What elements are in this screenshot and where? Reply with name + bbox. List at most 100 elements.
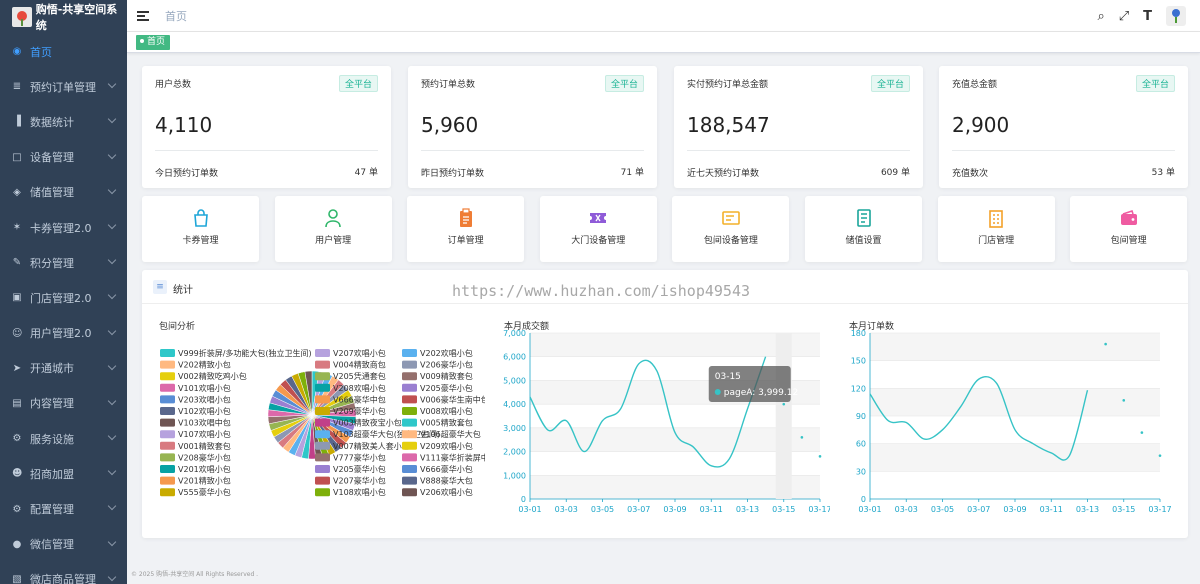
sidebar-item-9[interactable]: ➤ 开通城市 <box>0 351 127 386</box>
sidebar-item-6[interactable]: ✎ 积分管理 <box>0 245 127 280</box>
y-tick-label: 2,000 <box>503 448 526 457</box>
legend-label: V666豪华中包 <box>333 394 386 404</box>
legend-swatch <box>315 383 330 392</box>
x-tick-label: 03-17 <box>1148 505 1171 514</box>
legend-swatch <box>402 418 417 427</box>
sidebar-item-10[interactable]: ▤ 内容管理 <box>0 386 127 421</box>
x-tick-label: 03-07 <box>627 505 650 514</box>
fullscreen-icon[interactable]: ⤢ <box>1118 8 1130 24</box>
legend-label: V999折装屏/多功能大包(独立卫生间) <box>178 348 312 358</box>
stat-sub-label: 充值数次 <box>952 169 989 179</box>
legend-swatch <box>402 395 417 404</box>
device-icon: □ <box>12 151 22 163</box>
legend-swatch <box>402 383 417 392</box>
order-icon: ≣ <box>12 81 22 93</box>
legend-label: V205凭通套包 <box>333 371 386 381</box>
data-point <box>1140 431 1144 434</box>
data-point <box>1104 342 1107 346</box>
quick-link-label: 订单管理 <box>447 236 484 246</box>
chevron-down-icon <box>107 502 117 511</box>
footer: © 2025 购悟-共享空间 All Rights Reserved . <box>131 571 259 578</box>
search-icon[interactable]: ⌕ <box>1097 8 1105 24</box>
breadcrumb[interactable]: 首页 <box>165 9 187 23</box>
sidebar-item-15[interactable]: ▧ 微店商品管理 <box>0 562 127 584</box>
quick-link-card[interactable]: 卡券管理 <box>142 196 259 262</box>
sidebar-item-0[interactable]: ◉ 首页 <box>0 34 127 69</box>
sidebar-item-8[interactable]: ☺ 用户管理2.0 <box>0 316 127 351</box>
sidebar-item-2[interactable]: ▐ 数据统计 <box>0 104 127 139</box>
sidebar-item-7[interactable]: ▣ 门店管理2.0 <box>0 280 127 315</box>
x-tick-label: 03-11 <box>1040 505 1063 514</box>
sidebar-item-label: 积分管理 <box>30 256 74 270</box>
quick-link-label: 门店管理 <box>978 236 1015 246</box>
divider <box>421 150 644 151</box>
bar-chart-icon: ▐ <box>13 116 21 128</box>
orders-line-chart: 0 30 60 90 120 150 180 03-01 03-03 03-05 03-07 03-0… <box>851 329 1172 514</box>
legend-swatch <box>160 453 175 462</box>
legend-swatch <box>160 383 175 392</box>
sidebar-item-11[interactable]: ⚙ 服务设施 <box>0 421 127 456</box>
avatar[interactable] <box>1166 6 1186 26</box>
tag-home[interactable]: 首页 <box>136 35 171 50</box>
clipboard-icon <box>459 208 472 227</box>
legend-label: V202精致小包 <box>178 360 231 370</box>
quick-link-card[interactable]: 大门设备管理 <box>539 196 657 262</box>
quick-link-card[interactable]: 用户管理 <box>274 196 392 262</box>
y-tick-label: 30 <box>856 467 866 476</box>
quick-link-card[interactable]: 门店管理 <box>937 196 1055 262</box>
sidebar-item-14[interactable]: ● 微信管理 <box>0 527 127 562</box>
stat-badge: 全平台 <box>604 75 644 92</box>
font-size-icon[interactable]: T <box>1143 8 1152 24</box>
stat-title: 充值总金额 <box>952 80 998 90</box>
data-point <box>818 455 822 458</box>
filter-icon: ≡ <box>153 280 167 294</box>
quick-link-card[interactable]: 订单管理 <box>407 196 525 262</box>
legend-swatch <box>160 441 175 450</box>
stat-sub-value: 53 单 <box>1151 168 1175 178</box>
x-tick-label: 03-13 <box>736 505 759 514</box>
legend-swatch <box>315 372 330 381</box>
chevron-down-icon <box>107 396 117 406</box>
quick-link-card[interactable]: 储值设置 <box>805 196 922 262</box>
legend-swatch <box>160 349 175 357</box>
stat-title: 预约订单总数 <box>421 80 476 90</box>
hamburger-icon[interactable] <box>137 10 149 21</box>
quick-link-card[interactable]: 包间设备管理 <box>672 196 790 262</box>
legend-label: V208欢唱小包 <box>333 383 386 393</box>
sidebar-item-label: 微信管理 <box>30 538 74 552</box>
sidebar-item-3[interactable]: □ 设备管理 <box>0 140 127 175</box>
sidebar-item-5[interactable]: ✶ 卡券管理2.0 <box>0 210 127 245</box>
quick-link-card[interactable]: 包间管理 <box>1070 196 1188 262</box>
x-tick-label: 03-05 <box>591 505 614 514</box>
sidebar-item-13[interactable]: ⚙ 配置管理 <box>0 491 127 526</box>
stat-title: 实付预约订单总金额 <box>687 80 769 90</box>
sidebar-item-12[interactable]: ☻ 招商加盟 <box>0 456 127 491</box>
chevron-down-icon <box>107 291 117 300</box>
legend-swatch <box>160 488 175 497</box>
grid-band <box>870 388 1160 416</box>
legend-label: V001精致套包 <box>178 441 231 451</box>
grid-band <box>870 333 1160 361</box>
y-tick-label: 4,000 <box>503 400 526 409</box>
data-point <box>800 436 804 439</box>
stat-badge: 全平台 <box>338 75 378 92</box>
location-icon: ➤ <box>12 362 22 374</box>
divider <box>155 150 378 151</box>
legend-swatch <box>160 360 175 369</box>
top-actions: ⌕ ⤢ T <box>1097 0 1200 32</box>
brand[interactable]: 购悟-共享空间系统 <box>0 0 127 34</box>
card-icon <box>722 211 740 225</box>
sidebar-item-label: 数据统计 <box>30 115 74 129</box>
pie-slice <box>304 370 313 416</box>
legend-swatch <box>402 349 417 357</box>
y-tick-label: 0 <box>521 495 526 504</box>
sidebar-item-4[interactable]: ◈ 储值管理 <box>0 175 127 210</box>
divider <box>687 150 910 151</box>
grid-band <box>530 427 820 452</box>
x-tick-label: 03-01 <box>858 505 881 514</box>
sidebar-item-label: 配置管理 <box>30 503 74 517</box>
stat-value: 2,900 <box>952 113 1010 137</box>
sidebar-item-label: 门店管理2.0 <box>30 291 92 305</box>
legend-swatch <box>160 395 175 404</box>
sidebar-item-1[interactable]: ≣ 预约订单管理 <box>0 69 127 104</box>
